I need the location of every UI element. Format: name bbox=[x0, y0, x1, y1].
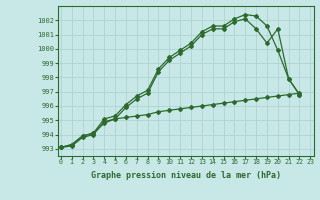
X-axis label: Graphe pression niveau de la mer (hPa): Graphe pression niveau de la mer (hPa) bbox=[91, 171, 281, 180]
